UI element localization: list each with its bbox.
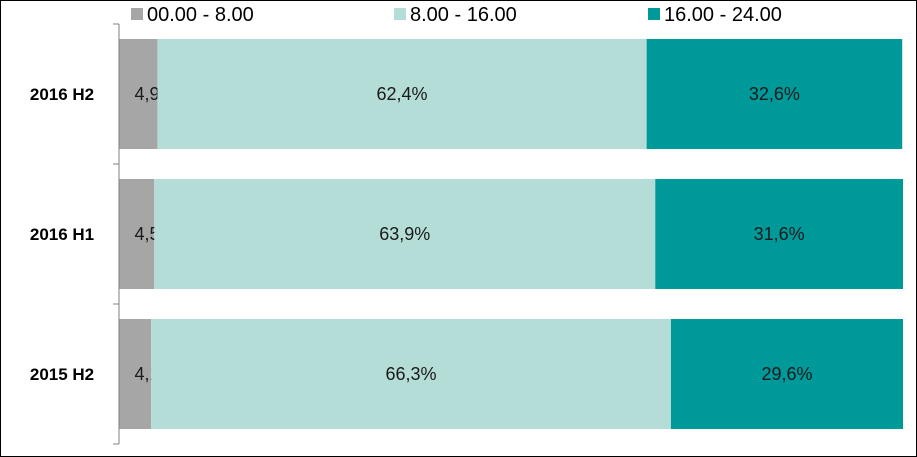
bar-segment (157, 39, 647, 149)
bar-segment (119, 179, 155, 289)
bar-segment (119, 319, 152, 429)
category-label: 2016 H1 (30, 225, 94, 244)
bar-segment (670, 319, 903, 429)
legend-label: 00.00 - 8.00 (147, 4, 254, 26)
bar-segment (154, 179, 656, 289)
category-label: 2015 H2 (30, 365, 94, 384)
category-label: 2016 H2 (30, 85, 94, 104)
data-label: 63,9% (379, 224, 430, 244)
legend-label: 8.00 - 16.00 (410, 4, 517, 26)
data-label: 31,6% (754, 224, 805, 244)
bars: 4,9%62,4%32,6%4,5%63,9%31,6%4,1%66,3%29,… (119, 39, 903, 429)
data-label: 62,4% (377, 84, 428, 104)
bar-segment (646, 39, 903, 149)
data-label: 66,3% (386, 364, 437, 384)
legend-swatch (131, 8, 143, 20)
legend-swatch (648, 8, 660, 20)
legend: 00.00 - 8.00 8.00 - 16.00 16.00 - 24.00 (131, 4, 782, 26)
legend-label: 16.00 - 24.00 (664, 4, 782, 26)
bar-segment (151, 319, 671, 429)
bar-segment (119, 39, 158, 149)
data-label: 32,6% (749, 84, 800, 104)
bar-segment (655, 179, 903, 289)
legend-swatch (394, 8, 406, 20)
category-axis: 2016 H2 2016 H1 2015 H2 (30, 23, 120, 445)
data-label: 29,6% (761, 364, 812, 384)
